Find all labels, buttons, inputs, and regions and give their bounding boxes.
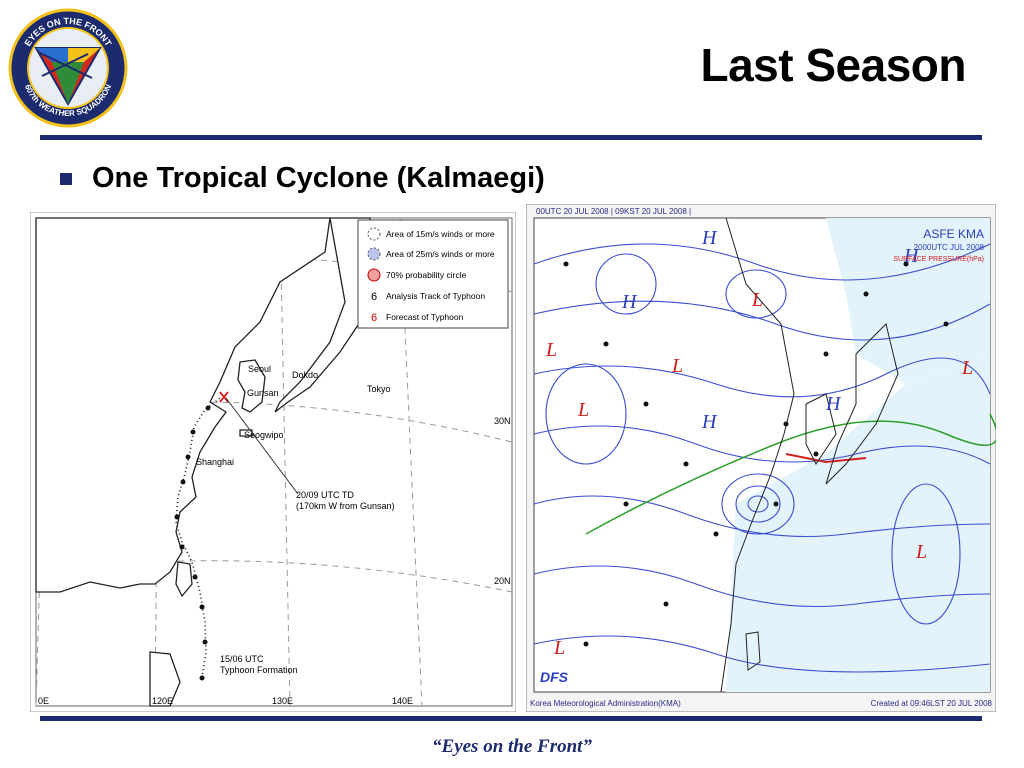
typhoon-track-map: 6 6 Area of 15m/s winds or more Area of …	[30, 212, 516, 712]
top-divider	[40, 135, 982, 140]
low-pressure-symbol: L	[671, 355, 683, 377]
place-label-seogwipo: Seogwipo	[244, 430, 284, 440]
slide-title: Last Season	[700, 39, 967, 91]
lon-label-140e: 140E	[392, 696, 413, 706]
squadron-logo: EYES ON THE FRONT 607th WEATHER SQUADRON	[8, 8, 128, 128]
chart-title-line1: ASFE KMA	[923, 227, 984, 241]
legend-label: Area of 15m/s winds or more	[386, 229, 495, 239]
place-label-shanghai: Shanghai	[196, 457, 234, 467]
td-annotation-line1: 20/09 UTC TD	[296, 490, 354, 500]
legend-label: Area of 25m/s winds or more	[386, 249, 495, 259]
bottom-divider	[40, 716, 982, 721]
place-label-dokdo: Dokdo	[292, 370, 318, 380]
chart-footer-left: Korea Meteorological Administration(KMA)	[530, 699, 681, 708]
bullet-text: One Tropical Cyclone (Kalmaegi)	[92, 162, 545, 194]
track-points	[174, 405, 211, 681]
low-pressure-symbol: L	[915, 541, 927, 563]
formation-annotation-line1: 15/06 UTC	[220, 654, 264, 664]
analysis-track	[175, 397, 221, 679]
high-pressure-symbol: H	[701, 411, 718, 433]
red-typhoon-symbol-icon: 6	[371, 312, 377, 324]
lon-label-120e: 120E	[152, 696, 173, 706]
chart-title-line3: SURFACE PRESSURE(hPa)	[893, 256, 984, 263]
low-pressure-symbol: L	[751, 289, 763, 311]
high-pressure-symbol: H	[903, 245, 920, 267]
surface-pressure-chart: H H H H H L L L L L L L 00UTC 20 JUL 200…	[526, 204, 996, 712]
dfs-logo-text: DFS	[540, 669, 569, 685]
bullet-square-icon	[60, 172, 72, 185]
td-position-marker	[219, 391, 229, 403]
slide-footer: “Eyes on the Front”	[432, 736, 592, 757]
td-leader-line	[225, 397, 299, 495]
chart-header: 00UTC 20 JUL 2008 | 09KST 20 JUL 2008 |	[536, 207, 691, 216]
high-pressure-symbol: H	[701, 227, 718, 249]
low-pressure-symbol: L	[545, 339, 557, 361]
formation-annotation-line2: Typhoon Formation	[220, 665, 298, 675]
legend-label: Forecast of Typhoon	[386, 312, 464, 322]
legend-label: Analysis Track of Typhoon	[386, 291, 485, 301]
black-typhoon-symbol-icon: 6	[371, 291, 377, 303]
lat-label-30n: 30N	[494, 416, 511, 426]
place-label-tokyo: Tokyo	[367, 384, 391, 394]
chart-title-line2: 2000UTC JUL 2008	[914, 243, 985, 252]
chart-footer-right: Created at 09:46LST 20 JUL 2008	[871, 699, 993, 708]
low-pressure-symbol: L	[577, 399, 589, 421]
low-pressure-symbol: L	[553, 637, 565, 659]
place-label-seoul: Seoul	[248, 364, 271, 374]
legend-label: 70% probability circle	[386, 270, 467, 280]
td-annotation-line2: (170km W from Gunsan)	[296, 501, 395, 511]
place-label-gunsan: Gunsan	[247, 388, 279, 398]
lat-label-20n: 20N	[494, 576, 511, 586]
lon-label-130e: 130E	[272, 696, 293, 706]
low-pressure-symbol: L	[961, 357, 973, 379]
red-circle-icon	[367, 268, 381, 282]
dashed-circle-icon	[367, 227, 381, 241]
high-pressure-symbol: H	[825, 393, 842, 415]
lon-label-110e: 0E	[38, 696, 49, 706]
high-pressure-symbol: H	[621, 291, 638, 313]
bullet-item: One Tropical Cyclone (Kalmaegi)	[60, 162, 545, 195]
filled-blue-circle-icon	[367, 247, 381, 261]
